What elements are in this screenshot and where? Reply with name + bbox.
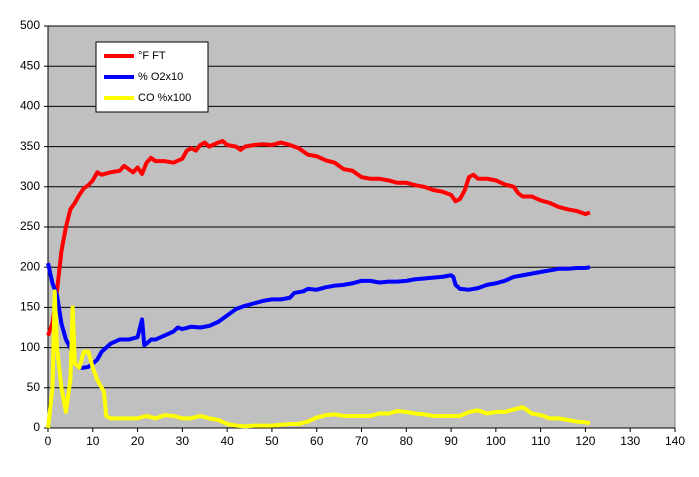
y-tick-label: 150 bbox=[20, 300, 40, 314]
y-tick-label: 300 bbox=[20, 179, 40, 193]
x-tick-label: 60 bbox=[310, 434, 324, 448]
x-tick-label: 0 bbox=[45, 434, 52, 448]
y-tick-label: 0 bbox=[33, 420, 40, 434]
y-tick-label: 350 bbox=[20, 139, 40, 153]
x-tick-label: 120 bbox=[575, 434, 595, 448]
x-tick-label: 130 bbox=[620, 434, 640, 448]
series-line bbox=[46, 289, 591, 429]
x-tick-label: 20 bbox=[131, 434, 145, 448]
x-tick-label: 40 bbox=[220, 434, 234, 448]
x-tick-label: 90 bbox=[444, 434, 458, 448]
series-line bbox=[46, 262, 591, 370]
y-tick-label: 250 bbox=[20, 219, 40, 233]
x-tick-label: 100 bbox=[486, 434, 506, 448]
legend-label: % O2x10 bbox=[138, 71, 183, 83]
y-tick-label: 400 bbox=[20, 99, 40, 113]
x-tick-label: 110 bbox=[531, 434, 550, 448]
legend-label: °F FT bbox=[138, 50, 166, 62]
y-tick-label: 500 bbox=[20, 18, 40, 32]
series-line bbox=[46, 138, 591, 337]
y-tick-label: 100 bbox=[20, 340, 40, 354]
y-tick-label: 450 bbox=[20, 58, 40, 72]
x-tick-label: 50 bbox=[265, 434, 279, 448]
x-tick-label: 30 bbox=[176, 434, 190, 448]
x-tick-label: 140 bbox=[665, 434, 685, 448]
y-tick-label: 200 bbox=[20, 259, 40, 273]
y-tick-label: 50 bbox=[27, 380, 41, 394]
x-tick-label: 10 bbox=[86, 434, 100, 448]
legend-label: CO %x100 bbox=[138, 92, 191, 104]
x-tick-label: 70 bbox=[355, 434, 369, 448]
x-tick-label: 80 bbox=[400, 434, 414, 448]
